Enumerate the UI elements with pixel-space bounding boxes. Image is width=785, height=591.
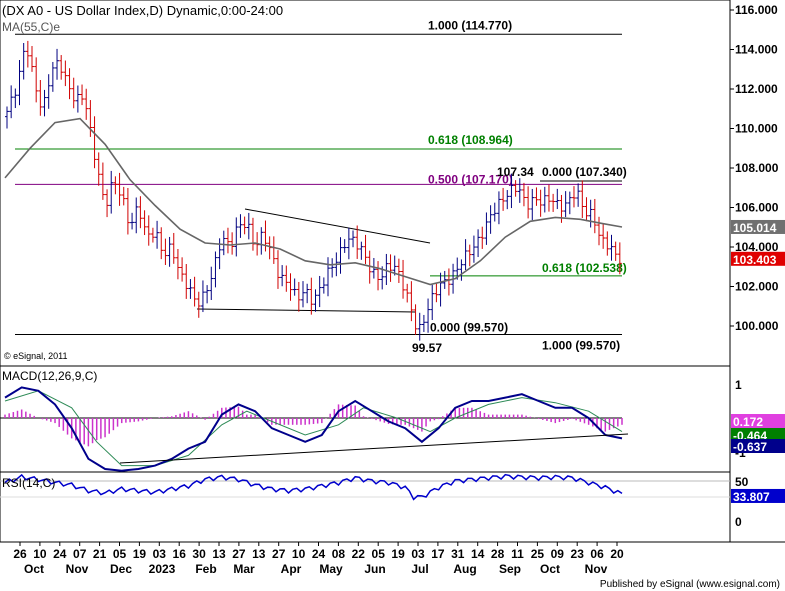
date-tick-label: 03 <box>411 547 425 561</box>
date-tick-label: 26 <box>13 547 27 561</box>
date-tick-label: 10 <box>292 547 306 561</box>
chart-title: (DX A0 - US Dollar Index,D) Dynamic,0:00… <box>2 3 283 18</box>
macd-signal-tag-bg <box>731 428 785 442</box>
price-axis-label: 102.000 <box>735 280 779 294</box>
price-axis-label: 108.000 <box>735 161 779 175</box>
month-label: Feb <box>195 562 216 576</box>
month-label: Dec <box>110 562 132 576</box>
date-tick-label: 09 <box>551 547 565 561</box>
month-label: Nov <box>585 562 608 576</box>
swing-high-annotation: 107.34 <box>497 165 534 179</box>
rsi-axis-label: 50 <box>735 475 749 489</box>
macd-hist-tag: 0.172 <box>733 415 763 429</box>
month-label: Oct <box>24 562 44 576</box>
date-tick-label: 10 <box>33 547 47 561</box>
month-label: Aug <box>453 562 476 576</box>
date-tick-label: 23 <box>571 547 585 561</box>
fib-low-annotation: 0.000 (99.570) <box>430 320 508 334</box>
price-axis-label: 104.000 <box>735 240 779 254</box>
price-axis-label: 116.000 <box>735 3 778 17</box>
date-tick-label: 19 <box>133 547 147 561</box>
macd-hist-tag-bg <box>731 414 785 428</box>
month-label: Oct <box>540 562 560 576</box>
date-tick-label: 28 <box>491 547 505 561</box>
date-tick-label: 06 <box>590 547 604 561</box>
fib-label: 0.618 (102.538) <box>542 261 627 275</box>
date-tick-label: 17 <box>431 547 445 561</box>
trendline-upper <box>244 208 431 244</box>
date-tick-label: 24 <box>312 547 326 561</box>
ma-line <box>4 117 623 286</box>
macd-axis-label: 1 <box>735 378 742 392</box>
last-price-tag: 103.403 <box>733 253 777 267</box>
rsi-title: RSI(14,C) <box>2 476 55 490</box>
fib-label: 1.000 (114.770) <box>428 18 512 32</box>
macd-value-tag-bg <box>731 439 785 453</box>
date-tick-label: 20 <box>610 547 624 561</box>
month-label: Sep <box>499 562 521 576</box>
date-tick-label: 07 <box>73 547 87 561</box>
date-tick-label: 30 <box>192 547 206 561</box>
price-axis-label: 106.000 <box>735 201 779 215</box>
date-tick-label: 11 <box>511 547 524 561</box>
month-label: Jul <box>411 562 428 576</box>
date-tick-label: 27 <box>272 547 286 561</box>
macd-signal-line <box>4 390 623 467</box>
footer-text: Published by eSignal (www.esignal.com) <box>600 579 780 590</box>
date-tick-label: 08 <box>332 547 346 561</box>
ma-label: MA(55,C)e <box>2 20 60 34</box>
rsi-panel <box>0 471 731 543</box>
rsi-line <box>4 473 623 501</box>
date-tick-label: 27 <box>232 547 246 561</box>
macd-value-tag: -0.637 <box>733 440 767 454</box>
price-axis-label: 114.000 <box>735 43 778 57</box>
last-price-tag-bg <box>731 251 785 266</box>
date-tick-label: 14 <box>471 547 485 561</box>
fib-label: 0.618 (108.964) <box>428 133 513 147</box>
rsi-value-tag-bg <box>731 488 785 503</box>
date-tick-label: 16 <box>173 547 187 561</box>
ma-value-tag-bg <box>731 219 785 234</box>
date-tick-label: 25 <box>531 547 545 561</box>
fib-label: 1.000 (99.570) <box>542 338 620 352</box>
macd-title: MACD(12,26,9,C) <box>2 369 97 383</box>
price-axis-label: 110.000 <box>735 122 778 136</box>
month-label: Apr <box>281 562 302 576</box>
date-tick-label: 03 <box>153 547 167 561</box>
swing-low-annotation: 99.57 <box>412 341 442 355</box>
month-label: Mar <box>233 562 255 576</box>
date-tick-label: 21 <box>93 547 107 561</box>
rsi-axis-label: 0 <box>735 515 742 529</box>
date-tick-label: 31 <box>451 547 465 561</box>
month-label: Nov <box>66 562 89 576</box>
price-axis-label: 112.000 <box>735 82 778 96</box>
copyright-text: © eSignal, 2011 <box>4 351 68 361</box>
ma-value-tag: 105.014 <box>733 221 777 235</box>
date-tick-label: 05 <box>372 547 386 561</box>
month-label: Jun <box>364 562 385 576</box>
date-tick-label: 19 <box>391 547 405 561</box>
date-tick-label: 22 <box>352 547 366 561</box>
fib-label: 0.000 (107.340) <box>542 165 627 179</box>
month-label: May <box>319 562 343 576</box>
fib-label: 0.500 (107.170) <box>428 172 513 186</box>
trendline-lower <box>196 308 416 313</box>
macd-trendline <box>119 433 629 464</box>
month-label: 2023 <box>149 562 176 576</box>
date-tick-label: 05 <box>113 547 127 561</box>
macd-line <box>4 386 623 472</box>
date-tick-label: 13 <box>252 547 266 561</box>
rsi-value-tag: 33.807 <box>733 490 770 504</box>
date-tick-label: 24 <box>53 547 67 561</box>
price-panel <box>0 0 731 367</box>
date-tick-label: 13 <box>212 547 226 561</box>
price-axis-label: 100.000 <box>735 319 779 333</box>
